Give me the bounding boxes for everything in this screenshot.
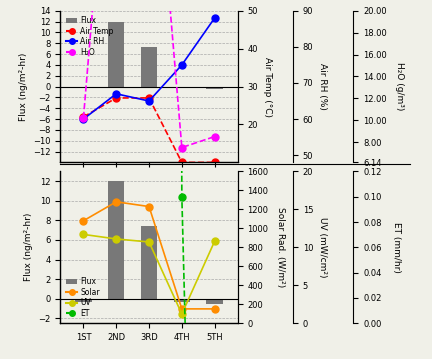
Y-axis label: Air RH (%): Air RH (%) <box>318 63 327 110</box>
Bar <box>108 22 124 87</box>
Bar <box>174 299 190 302</box>
Y-axis label: Solar Rad. (W/m²): Solar Rad. (W/m²) <box>276 207 285 288</box>
Bar <box>108 181 124 299</box>
Bar <box>174 87 190 88</box>
Bar <box>206 87 223 89</box>
Y-axis label: Air Temp (°C): Air Temp (°C) <box>263 57 272 117</box>
Legend: Flux, Air Temp, Air RH, H₂O: Flux, Air Temp, Air RH, H₂O <box>64 15 115 58</box>
Y-axis label: H₂O (g/m³): H₂O (g/m³) <box>394 62 403 111</box>
Legend: Flux, Solar, UV, ET: Flux, Solar, UV, ET <box>64 276 102 319</box>
Bar <box>206 299 223 304</box>
Y-axis label: Flux (ng/m²-hr): Flux (ng/m²-hr) <box>19 52 28 121</box>
Bar <box>75 299 92 302</box>
Y-axis label: Flux (ng/m²-hr): Flux (ng/m²-hr) <box>24 213 33 281</box>
Bar <box>141 226 157 299</box>
Bar <box>75 87 92 88</box>
Y-axis label: UV (mW/cm²): UV (mW/cm²) <box>318 217 327 278</box>
Bar <box>141 47 157 87</box>
Y-axis label: ET (mm/hr): ET (mm/hr) <box>392 222 401 273</box>
